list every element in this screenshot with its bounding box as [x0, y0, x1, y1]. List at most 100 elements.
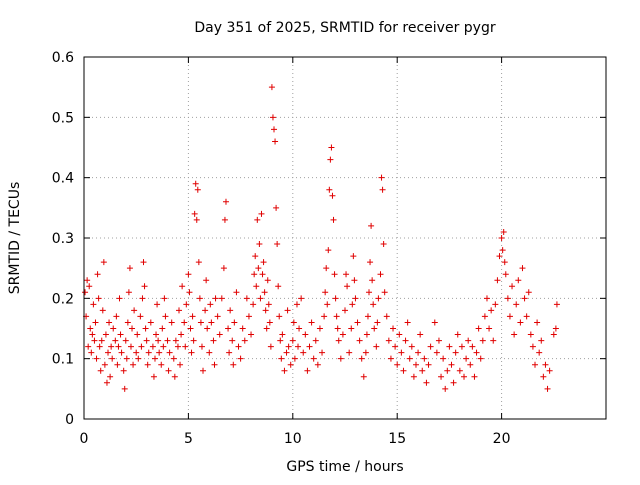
data-point [481, 313, 488, 320]
data-point [332, 295, 339, 302]
data-point [465, 337, 472, 344]
data-point [529, 343, 536, 350]
data-point [287, 361, 294, 368]
data-point [123, 355, 130, 362]
data-point [106, 319, 113, 326]
data-point [390, 325, 397, 332]
data-point [274, 241, 281, 248]
data-point [116, 295, 123, 302]
data-point [458, 343, 465, 350]
data-point [325, 247, 332, 254]
data-point [168, 319, 175, 326]
data-point [324, 301, 331, 308]
data-point [245, 313, 252, 320]
data-point [383, 313, 390, 320]
data-point [406, 355, 413, 362]
data-point [542, 361, 549, 368]
data-point [233, 289, 240, 296]
data-point [352, 295, 359, 302]
data-point [456, 367, 463, 374]
data-point [394, 361, 401, 368]
data-point [251, 271, 258, 278]
data-point [348, 325, 355, 332]
data-point [265, 301, 272, 308]
data-point [268, 84, 275, 91]
data-point [96, 343, 103, 350]
data-point [289, 337, 296, 344]
data-point [284, 307, 291, 314]
data-point [151, 355, 158, 362]
data-point [467, 361, 474, 368]
data-point [354, 319, 361, 326]
x-tick-label: 10 [284, 431, 302, 447]
data-point [371, 325, 378, 332]
data-point [264, 277, 271, 284]
data-point [207, 301, 214, 308]
data-point [170, 355, 177, 362]
data-point [195, 259, 202, 266]
data-point [162, 313, 169, 320]
data-point [469, 343, 476, 350]
data-point [438, 373, 445, 380]
data-point [538, 337, 545, 344]
data-point [381, 289, 388, 296]
data-point [544, 385, 551, 392]
data-point [103, 379, 110, 386]
data-point [164, 337, 171, 344]
data-point [342, 307, 348, 314]
data-point [124, 319, 131, 326]
data-point [158, 361, 165, 368]
data-point [331, 271, 338, 278]
data-point [82, 289, 89, 296]
data-point [94, 271, 101, 278]
data-point [552, 325, 559, 332]
data-point [300, 349, 307, 356]
data-point [155, 337, 162, 344]
data-point [230, 361, 237, 368]
data-point [327, 156, 334, 163]
data-point [98, 337, 105, 344]
data-point [358, 355, 365, 362]
data-point [373, 343, 380, 350]
data-point [183, 301, 190, 308]
data-point [293, 301, 300, 308]
data-point [267, 343, 274, 350]
data-point [532, 361, 539, 368]
data-point [113, 313, 120, 320]
data-point [454, 331, 461, 338]
x-tick-label: 5 [184, 431, 193, 447]
data-point [412, 361, 419, 368]
y-tick-label: 0.6 [52, 50, 74, 66]
data-point [501, 259, 508, 266]
data-point [147, 319, 154, 326]
y-axis-label: SRMTID / TECUs [7, 182, 23, 295]
data-point [344, 283, 351, 290]
data-point [143, 337, 150, 344]
data-point [161, 295, 168, 302]
data-point [546, 367, 553, 374]
data-point [99, 307, 106, 314]
data-point [142, 325, 149, 332]
data-point [276, 313, 283, 320]
data-point [523, 313, 530, 320]
data-point [415, 349, 422, 356]
data-point [452, 349, 459, 356]
data-point [154, 301, 161, 308]
data-point [176, 307, 183, 314]
data-point [260, 259, 267, 266]
data-point [511, 331, 518, 338]
data-point [339, 331, 346, 338]
data-point [266, 319, 273, 326]
data-point [550, 331, 557, 338]
data-point [448, 361, 455, 368]
data-point [396, 331, 403, 338]
y-tick-label: 0.5 [52, 110, 74, 126]
data-point [204, 325, 211, 332]
data-point [367, 259, 374, 266]
data-point [140, 259, 147, 266]
data-point [129, 325, 136, 332]
data-point [85, 343, 92, 350]
data-point [536, 349, 543, 356]
data-point [442, 385, 449, 392]
y-tick-label: 0.4 [52, 171, 74, 187]
